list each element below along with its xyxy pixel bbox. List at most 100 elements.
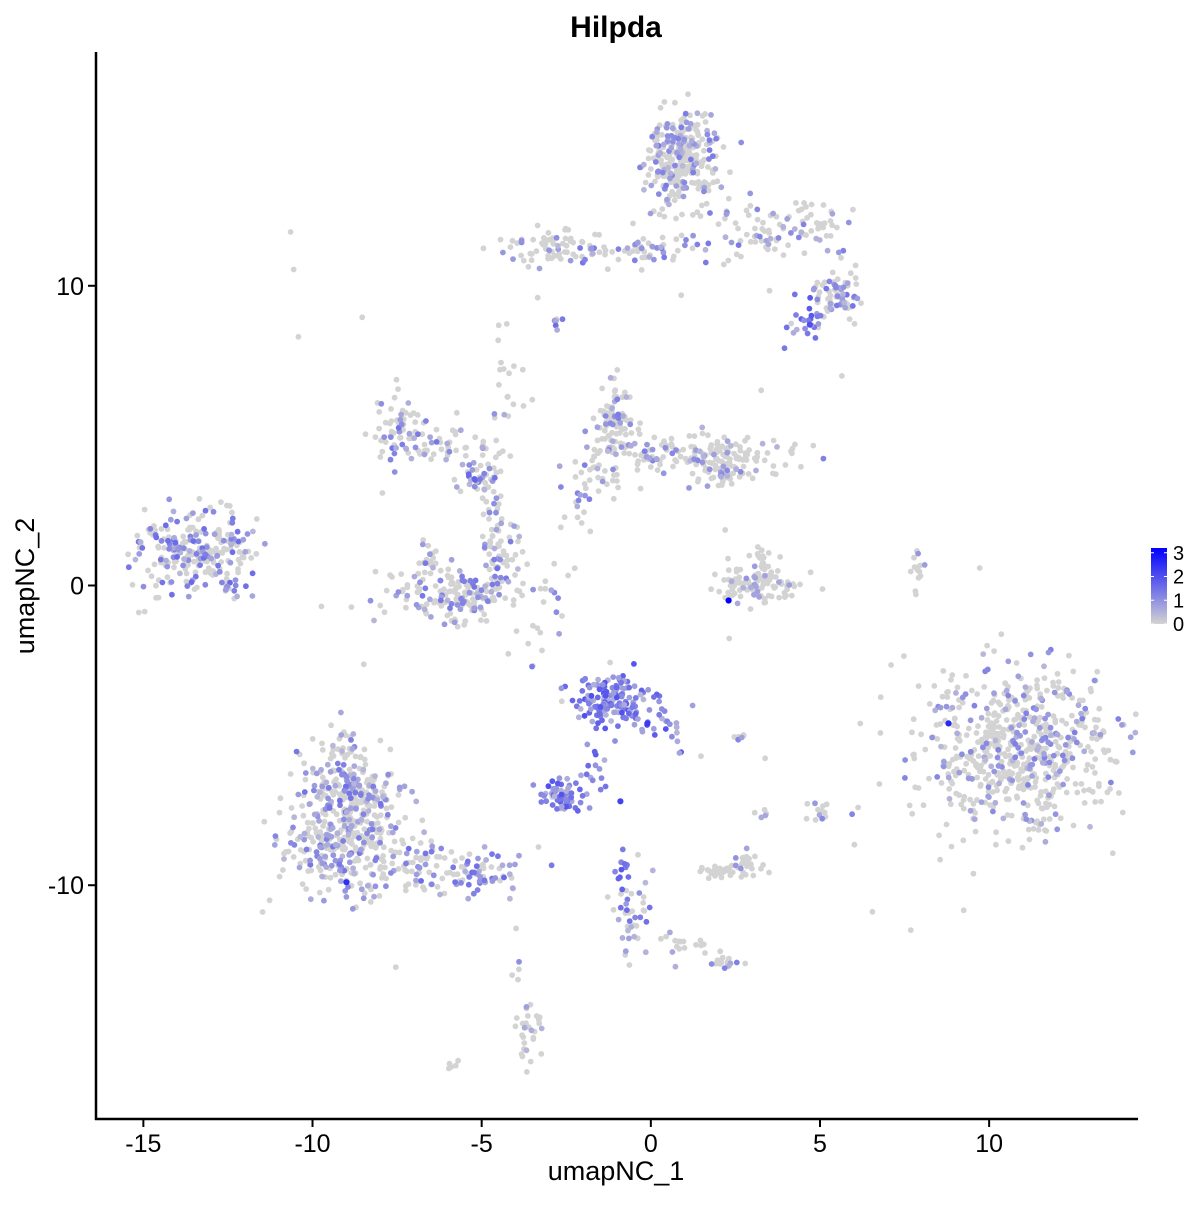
cell-point — [1047, 724, 1054, 731]
cell-point — [491, 500, 497, 507]
cell-point — [576, 698, 583, 704]
cell-point — [667, 929, 673, 936]
cell-point — [165, 537, 171, 544]
cell-point — [1002, 680, 1008, 687]
cell-point — [343, 894, 350, 900]
cell-point — [364, 855, 371, 862]
cell-point — [902, 775, 908, 781]
cell-point — [1091, 677, 1098, 684]
cell-point — [360, 766, 367, 773]
cell-point — [558, 484, 564, 490]
cell-point — [1115, 716, 1122, 722]
cell-point — [320, 774, 326, 781]
cell-point — [395, 866, 402, 872]
cell-point — [327, 874, 334, 881]
cell-point — [974, 774, 981, 781]
cell-point — [659, 169, 666, 176]
cell-point — [299, 803, 305, 809]
cell-point — [780, 223, 787, 230]
cell-point — [457, 427, 464, 434]
cell-point — [362, 761, 369, 768]
cell-point — [313, 849, 320, 855]
cell-point — [672, 99, 678, 106]
cell-point — [339, 748, 345, 755]
cell-point — [521, 1024, 528, 1031]
cell-point — [324, 761, 331, 768]
cell-point — [496, 543, 502, 549]
cell-point — [497, 236, 504, 243]
cell-point — [301, 830, 308, 837]
cell-point — [699, 136, 706, 143]
cell-point — [654, 137, 660, 144]
cell-point — [770, 210, 776, 217]
cell-point — [1048, 732, 1054, 739]
cell-point — [398, 571, 405, 577]
cell-point — [1052, 717, 1059, 723]
cell-point — [808, 201, 815, 208]
cell-point — [293, 748, 300, 755]
cell-point — [1045, 711, 1051, 718]
cell-point — [539, 647, 545, 654]
cell-point — [307, 861, 314, 868]
cell-point — [1084, 761, 1091, 768]
cell-point — [481, 486, 488, 493]
cell-point — [533, 248, 540, 255]
cell-point — [481, 544, 488, 551]
cell-point — [1014, 774, 1021, 781]
cell-point — [1076, 697, 1083, 704]
cell-point — [476, 878, 483, 885]
cell-point — [148, 573, 155, 580]
cell-point — [309, 736, 316, 742]
cell-point — [1096, 705, 1103, 712]
cell-point — [663, 933, 669, 940]
cell-point — [590, 415, 597, 422]
cell-point — [388, 406, 394, 412]
cell-point — [1091, 729, 1097, 736]
cell-point — [214, 552, 221, 559]
cell-point — [617, 419, 624, 426]
high-expression-point — [945, 720, 952, 727]
cell-point — [519, 548, 526, 555]
cell-point — [913, 591, 919, 598]
cell-point — [632, 914, 638, 921]
cell-point — [1108, 779, 1114, 786]
cell-point — [411, 435, 418, 441]
cell-point — [616, 430, 623, 436]
cell-point — [609, 477, 616, 484]
cell-point — [441, 621, 448, 628]
cell-point — [465, 471, 472, 477]
cell-point — [432, 597, 439, 604]
cell-point — [671, 197, 678, 204]
cell-point — [402, 887, 409, 894]
cell-point — [771, 246, 778, 253]
cell-point — [760, 862, 766, 868]
cell-point — [625, 927, 631, 934]
cell-point — [1040, 816, 1047, 823]
cell-point — [721, 434, 728, 441]
cell-point — [497, 574, 504, 581]
cell-point — [574, 514, 581, 521]
cell-point — [840, 247, 847, 254]
cell-point — [652, 159, 659, 165]
cell-point — [1046, 816, 1053, 822]
cell-point — [479, 533, 486, 540]
cell-point — [505, 650, 512, 657]
cell-point — [491, 411, 498, 417]
cell-point — [145, 567, 151, 574]
cell-point — [1021, 721, 1028, 728]
cell-point — [321, 897, 327, 904]
cell-point — [290, 824, 296, 831]
cell-point — [666, 201, 672, 208]
cell-point — [657, 159, 664, 165]
cell-point — [791, 583, 798, 590]
cell-point — [766, 869, 772, 876]
cell-point — [520, 257, 527, 264]
cell-point — [1020, 776, 1027, 783]
cell-point — [680, 193, 687, 200]
cell-point — [581, 481, 588, 487]
cell-point — [437, 597, 444, 604]
cell-point — [438, 845, 445, 852]
cell-point — [374, 796, 381, 803]
cell-point — [636, 890, 643, 896]
cell-point — [348, 737, 354, 743]
